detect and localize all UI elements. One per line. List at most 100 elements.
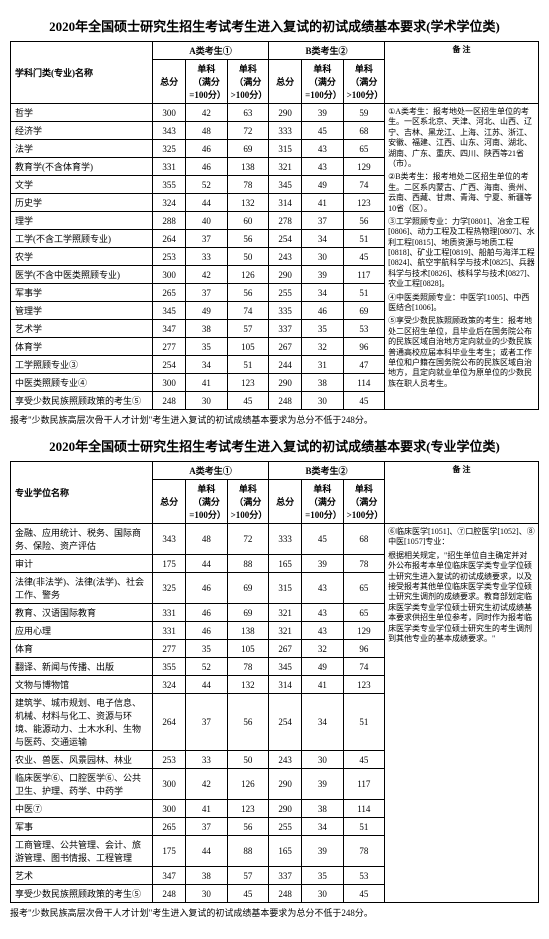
- score-cell: 123: [227, 800, 268, 818]
- score-cell: 345: [269, 176, 302, 194]
- hdr2-a-subgt: 单科（满分>100分）: [227, 480, 268, 524]
- score-cell: 321: [269, 158, 302, 176]
- score-cell: 129: [343, 622, 384, 640]
- notes-paragraph: ③工学照顾专业：力学[0801]、冶金工程[0806]、动力工程及工程热物理[0…: [388, 217, 535, 290]
- score-cell: 264: [153, 694, 186, 751]
- score-cell: 300: [153, 104, 186, 122]
- score-cell: 33: [186, 751, 227, 769]
- score-cell: 46: [186, 622, 227, 640]
- row-name: 经济学: [11, 122, 153, 140]
- score-cell: 243: [269, 248, 302, 266]
- score-cell: 138: [227, 622, 268, 640]
- score-cell: 51: [343, 284, 384, 302]
- score-cell: 69: [227, 573, 268, 604]
- row-name: 文物与博物馆: [11, 676, 153, 694]
- score-cell: 38: [302, 374, 343, 392]
- score-cell: 56: [227, 284, 268, 302]
- score-cell: 117: [343, 266, 384, 284]
- score-cell: 45: [343, 885, 384, 903]
- row-name: 历史学: [11, 194, 153, 212]
- hdr2-catB: B类考生②: [269, 462, 385, 480]
- score-cell: 321: [269, 604, 302, 622]
- score-cell: 30: [302, 248, 343, 266]
- score-cell: 325: [153, 140, 186, 158]
- score-cell: 46: [186, 604, 227, 622]
- score-cell: 45: [227, 392, 268, 410]
- score-cell: 65: [343, 573, 384, 604]
- score-cell: 244: [269, 356, 302, 374]
- score-cell: 288: [153, 212, 186, 230]
- score-cell: 355: [153, 658, 186, 676]
- score-cell: 300: [153, 374, 186, 392]
- score-cell: 300: [153, 769, 186, 800]
- score-cell: 69: [227, 140, 268, 158]
- score-cell: 355: [153, 176, 186, 194]
- score-cell: 37: [186, 694, 227, 751]
- row-name: 临床医学⑥、口腔医学⑥、公共卫生、护理、药学、中药学: [11, 769, 153, 800]
- score-cell: 290: [269, 374, 302, 392]
- score-cell: 337: [269, 867, 302, 885]
- score-cell: 88: [227, 555, 268, 573]
- score-cell: 51: [343, 694, 384, 751]
- score-cell: 30: [302, 751, 343, 769]
- score-cell: 68: [343, 122, 384, 140]
- score-cell: 343: [153, 122, 186, 140]
- score-cell: 264: [153, 230, 186, 248]
- score-cell: 277: [153, 338, 186, 356]
- score-cell: 123: [227, 374, 268, 392]
- score-cell: 165: [269, 836, 302, 867]
- score-cell: 46: [186, 573, 227, 604]
- score-cell: 345: [153, 302, 186, 320]
- score-cell: 39: [302, 555, 343, 573]
- score-cell: 43: [302, 158, 343, 176]
- score-cell: 324: [153, 676, 186, 694]
- score-cell: 31: [302, 356, 343, 374]
- score-cell: 46: [186, 140, 227, 158]
- score-cell: 63: [227, 104, 268, 122]
- score-cell: 49: [302, 176, 343, 194]
- score-cell: 117: [343, 769, 384, 800]
- hdr2-a-sub100: 单科（满分=100分）: [186, 480, 227, 524]
- score-cell: 32: [302, 338, 343, 356]
- score-cell: 34: [302, 230, 343, 248]
- score-cell: 42: [186, 266, 227, 284]
- score-cell: 277: [153, 640, 186, 658]
- score-cell: 45: [227, 885, 268, 903]
- row-name: 教育学(不含体育学): [11, 158, 153, 176]
- row-name: 农业、兽医、风景园林、林业: [11, 751, 153, 769]
- score-cell: 175: [153, 555, 186, 573]
- score-cell: 325: [153, 573, 186, 604]
- score-cell: 265: [153, 284, 186, 302]
- notes-cell: ①A类考生：报考地处一区招生单位的考生。一区系北京、天津、河北、山西、辽宁、吉林…: [385, 104, 539, 410]
- row-name: 理学: [11, 212, 153, 230]
- score-cell: 255: [269, 818, 302, 836]
- notes-paragraph: ⑥临床医学[1051]、⑦口腔医学[1052]、⑧中医[1057]专业：: [388, 527, 535, 548]
- row-name: 文学: [11, 176, 153, 194]
- score-cell: 324: [153, 194, 186, 212]
- score-cell: 51: [343, 818, 384, 836]
- score-cell: 45: [343, 392, 384, 410]
- score-cell: 44: [186, 676, 227, 694]
- hdr-notes: 备 注: [385, 42, 539, 104]
- score-cell: 34: [186, 356, 227, 374]
- score-cell: 105: [227, 640, 268, 658]
- score-cell: 254: [153, 356, 186, 374]
- hdr-a-total: 总分: [153, 60, 186, 104]
- score-cell: 114: [343, 800, 384, 818]
- score-cell: 40: [186, 212, 227, 230]
- notes-paragraph: ⑤享受少数民族照顾政策的考生：报考地处二区招生单位，且毕业后在国务院公布的民族区…: [388, 316, 535, 389]
- score-cell: 41: [302, 194, 343, 212]
- score-cell: 243: [269, 751, 302, 769]
- score-cell: 34: [302, 284, 343, 302]
- row-name: 审计: [11, 555, 153, 573]
- score-cell: 39: [302, 836, 343, 867]
- hdr-catA: A类考生①: [153, 42, 269, 60]
- table2-title: 2020年全国硕士研究生招生考试考生进入复试的初试成绩基本要求(专业学位类): [10, 436, 539, 455]
- notes-paragraph: ①A类考生：报考地处一区招生单位的考生。一区系北京、天津、河北、山西、辽宁、吉林…: [388, 107, 535, 169]
- score-cell: 88: [227, 836, 268, 867]
- score-cell: 343: [153, 524, 186, 555]
- score-cell: 37: [186, 284, 227, 302]
- table-row: 金融、应用统计、税务、国际商务、保险、资产评估34348723334568⑥临床…: [11, 524, 539, 555]
- score-cell: 33: [186, 248, 227, 266]
- score-cell: 39: [302, 104, 343, 122]
